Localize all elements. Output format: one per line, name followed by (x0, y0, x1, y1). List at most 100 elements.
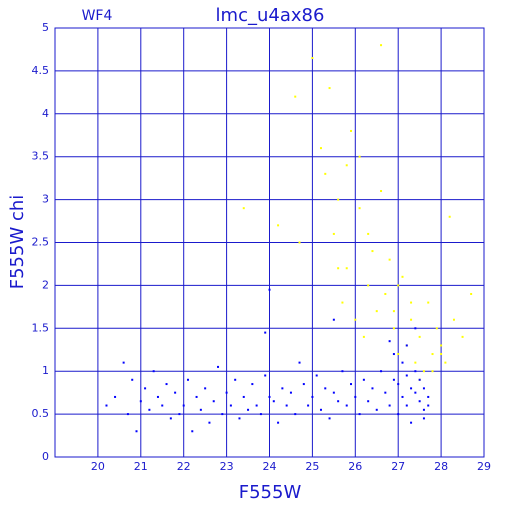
scatter-point (191, 430, 194, 433)
scatter-point (186, 378, 189, 381)
scatter-point (122, 361, 125, 364)
scatter-point (298, 241, 301, 244)
scatter-point (204, 387, 207, 390)
scatter-point (435, 327, 438, 330)
scatter-point (367, 400, 370, 403)
scatter-point (422, 408, 425, 411)
scatter-point (440, 353, 443, 356)
scatter-point (139, 400, 142, 403)
x-tick-label: 22 (177, 460, 191, 473)
scatter-point (315, 374, 318, 377)
scatter-point (332, 232, 335, 235)
scatter-point (418, 400, 421, 403)
scatter-point (165, 383, 168, 386)
chart-subtitle: WF4 (82, 8, 113, 24)
x-tick-label: 26 (348, 460, 362, 473)
scatter-point (264, 331, 267, 334)
scatter-point (392, 310, 395, 313)
scatter-point (392, 378, 395, 381)
x-tick-label: 23 (220, 460, 234, 473)
scatter-point (144, 387, 147, 390)
scatter-point (277, 421, 280, 424)
x-tick-label: 28 (434, 460, 448, 473)
scatter-point (251, 383, 254, 386)
scatter-point (371, 250, 374, 253)
scatter-point (264, 374, 267, 377)
scatter-point (427, 404, 430, 407)
scatter-point (431, 370, 434, 373)
scatter-point (126, 413, 129, 416)
scatter-point (289, 391, 292, 394)
y-tick-label: 4 (42, 107, 49, 120)
scatter-point (397, 383, 400, 386)
scatter-point (225, 391, 228, 394)
scatter-point (345, 404, 348, 407)
scatter-point (281, 387, 284, 390)
scatter-point (362, 378, 365, 381)
scatter-point (354, 318, 357, 321)
scatter-point (152, 370, 155, 373)
scatter-point (397, 284, 400, 287)
scatter-point (427, 395, 430, 398)
scatter-point (410, 301, 413, 304)
x-tick-label: 21 (134, 460, 148, 473)
scatter-point (350, 129, 353, 132)
scatter-point (105, 404, 108, 407)
scatter-point (418, 335, 421, 338)
scatter-point (448, 215, 451, 218)
scatter-point (470, 292, 473, 295)
scatter-point (384, 391, 387, 394)
scatter-point (345, 267, 348, 270)
scatter-point (319, 408, 322, 411)
scatter-point (182, 404, 185, 407)
scatter-point (217, 365, 220, 368)
scatter-point (410, 387, 413, 390)
scatter-point (414, 370, 417, 373)
scatter-point (298, 361, 301, 364)
y-tick-label: 1 (42, 364, 49, 377)
scatter-point (199, 408, 202, 411)
scatter-point (277, 224, 280, 227)
scatter-point (380, 44, 383, 47)
scatter-point (272, 400, 275, 403)
scatter-point (440, 344, 443, 347)
scatter-point (427, 301, 430, 304)
scatter-point (178, 413, 181, 416)
scatter-point (431, 353, 434, 356)
scatter-point (422, 370, 425, 373)
scatter-point (332, 391, 335, 394)
scatter-point (302, 383, 305, 386)
scatter-point (418, 378, 421, 381)
y-tick-label: 3.5 (32, 150, 50, 163)
scatter-point (367, 232, 370, 235)
scatter-point (405, 404, 408, 407)
scatter-point (341, 370, 344, 373)
scatter-point (397, 413, 400, 416)
scatter-point (328, 417, 331, 420)
x-tick-label: 24 (263, 460, 277, 473)
scatter-point (319, 147, 322, 150)
scatter-point (135, 430, 138, 433)
x-axis-label: F555W (239, 482, 302, 503)
scatter-point (388, 404, 391, 407)
scatter-point (414, 361, 417, 364)
scatter-point (255, 404, 258, 407)
scatter-point (156, 395, 159, 398)
scatter-point (234, 378, 237, 381)
scatter-point (307, 404, 310, 407)
scatter-point (375, 408, 378, 411)
x-tick-label: 27 (391, 460, 405, 473)
scatter-point (401, 275, 404, 278)
scatter-point (161, 404, 164, 407)
scatter-point (332, 318, 335, 321)
scatter-point (341, 301, 344, 304)
scatter-point (221, 413, 224, 416)
scatter-point (247, 408, 250, 411)
x-tick-label: 20 (91, 460, 105, 473)
scatter-point (452, 318, 455, 321)
scatter-point (362, 335, 365, 338)
scatter-point (242, 395, 245, 398)
scatter-point (114, 395, 117, 398)
scatter-point (350, 383, 353, 386)
scatter-point (405, 344, 408, 347)
